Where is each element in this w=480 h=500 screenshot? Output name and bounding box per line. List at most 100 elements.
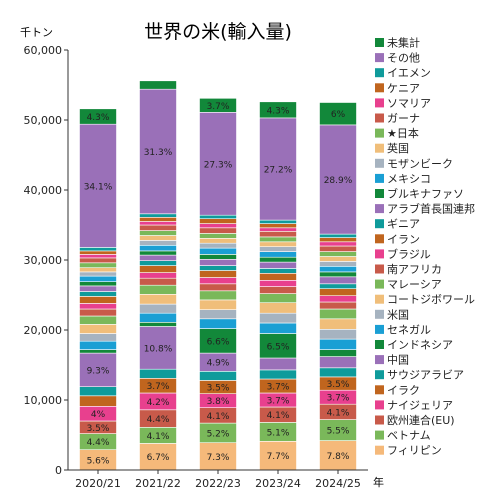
data-label: 7.7%: [267, 452, 290, 462]
bar-segment: [319, 328, 357, 340]
legend-label: ナイジェリア: [387, 399, 453, 412]
data-label: 3.7%: [267, 397, 290, 407]
bar-segment: [199, 254, 237, 260]
data-label: 4.2%: [147, 398, 170, 408]
bar-segment: [139, 224, 177, 231]
bar-segment: [139, 312, 177, 323]
data-label: 3.7%: [267, 383, 290, 393]
x-tick-label: 2020/21: [75, 477, 121, 490]
legend-label: 中国: [387, 354, 409, 367]
bar-segment: [319, 261, 357, 267]
bar-segment: [79, 395, 117, 407]
bar-segment: [79, 281, 117, 287]
legend-swatch: [375, 53, 384, 63]
data-label: 28.9%: [324, 176, 353, 186]
data-label: 27.3%: [204, 160, 233, 170]
bar-segment: [139, 443, 177, 471]
bar-segment: [79, 271, 117, 277]
y-tick-label: 30,000: [24, 254, 63, 267]
legend-swatch: [375, 113, 384, 123]
bar-segment: [259, 369, 297, 380]
data-label: 6%: [331, 110, 346, 120]
data-label: 3.8%: [207, 397, 230, 407]
legend-swatch: [375, 98, 384, 108]
y-axis-unit-label: 千トン: [20, 26, 53, 39]
bar-segment: [139, 80, 177, 90]
bar-segment: [259, 101, 297, 119]
bar-segment: [139, 240, 177, 246]
bar-segment: [199, 223, 237, 229]
bar-segment: [139, 230, 177, 236]
legend-swatch: [375, 128, 384, 138]
bar-segment: [259, 117, 297, 221]
bar-segment: [139, 326, 177, 370]
legend-label: ケニア: [387, 82, 420, 95]
legend-label: イラク: [387, 384, 420, 397]
bar-segment: [259, 251, 297, 258]
legend-label: 未集計: [387, 36, 420, 50]
bar-segment: [79, 386, 117, 397]
bar-segment: [259, 279, 297, 287]
y-tick-label: 60,000: [24, 44, 63, 57]
data-label: 7.3%: [207, 453, 230, 463]
bar-segment: [139, 254, 177, 262]
legend-swatch: [375, 340, 384, 349]
bar-segment: [319, 295, 357, 303]
data-label: 3.7%: [147, 382, 170, 392]
legend-label: イラン: [387, 233, 420, 246]
bar-segment: [259, 268, 297, 274]
bar-segment: [79, 349, 117, 354]
data-label: 5.5%: [327, 427, 350, 437]
bar-segment: [79, 254, 117, 259]
bar-segment: [319, 265, 357, 273]
bar-segment: [199, 238, 237, 244]
legend-label: 欧州連合(EU): [387, 413, 455, 427]
x-tick-label: 2024/25: [315, 477, 361, 490]
legend-label: 英国: [387, 141, 409, 155]
bar-segment: [259, 241, 297, 248]
data-label: 5.1%: [267, 428, 290, 438]
bar-segment: [319, 245, 357, 252]
bar-segment: [139, 213, 177, 218]
bar-segment: [139, 284, 177, 295]
data-label: 3.5%: [87, 424, 110, 434]
bar-segment: [319, 276, 357, 285]
bar-segment: [199, 299, 237, 310]
legend-swatch: [375, 309, 384, 319]
bar-segment: [139, 217, 177, 222]
bar-segment: [79, 285, 117, 292]
legend-label: 米国: [387, 308, 409, 321]
data-label: 3.7%: [207, 102, 230, 112]
bar-segment: [319, 256, 357, 262]
legend-label: コートジボワール: [387, 293, 475, 306]
bar-segment: [79, 275, 117, 283]
x-axis: 2020/21 2021/22 2022/23 2023/24 2024/25: [68, 469, 368, 490]
bar-segment: [79, 262, 117, 268]
data-label: 4.4%: [147, 415, 170, 425]
bar-segment: [199, 233, 237, 239]
bar-segment: [259, 246, 297, 252]
legend-label: メキシコ: [387, 172, 431, 185]
data-label: 4.9%: [207, 359, 230, 369]
bar-segment: [259, 256, 297, 263]
bar-segment: [199, 277, 237, 285]
bar-segment: [199, 370, 237, 381]
bar-segment: [319, 349, 357, 357]
bar-segment: [199, 270, 237, 278]
bar-segment: [79, 352, 117, 388]
x-tick-label: 2022/23: [195, 477, 241, 490]
bar-segment: [319, 288, 357, 297]
legend-label: ブルキナファソ: [387, 187, 464, 201]
bar-segment: [199, 214, 237, 219]
legend-swatch: [375, 83, 384, 93]
bar-segment: [319, 356, 357, 369]
y-axis: 0 10,000 20,000 30,000 40,000 50,000 60,000: [24, 44, 69, 477]
legend-swatch: [375, 279, 384, 289]
bars: 5.6% 4.4% 3.5% 4% 9.3% 34.1% 4.3% 6.7% 4.1% 4.4% 4…: [79, 80, 357, 471]
bar-segment: [259, 286, 297, 294]
bar-segment: [79, 257, 117, 264]
y-tick-label: 0: [55, 464, 62, 477]
bar-segment: [259, 219, 297, 224]
legend-label: 南アフリカ: [387, 263, 442, 276]
legend-swatch: [375, 294, 384, 304]
